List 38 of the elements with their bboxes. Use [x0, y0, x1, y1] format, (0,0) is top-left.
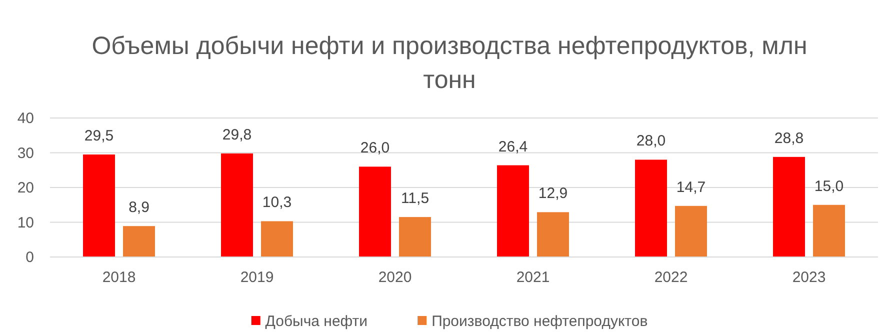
bar: [399, 217, 431, 257]
y-tick-label: 10: [17, 214, 34, 232]
bar: [83, 154, 115, 257]
y-tick-label: 30: [17, 144, 34, 162]
bar: [359, 166, 391, 257]
bar: [221, 153, 253, 257]
data-label: 29,8: [222, 126, 252, 144]
x-tick-label: 2022: [654, 269, 688, 286]
data-label: 26,4: [498, 138, 528, 156]
x-tick-label: 2019: [240, 269, 274, 286]
data-label: 15,0: [814, 178, 844, 195]
data-label: 14,7: [676, 178, 706, 196]
data-label: 28,0: [636, 132, 666, 150]
x-tick-label: 2020: [378, 269, 412, 286]
bar: [675, 206, 707, 257]
y-tick-label: 20: [17, 180, 34, 196]
x-tick-label: 2018: [102, 269, 136, 286]
legend-label: Производство нефтепродуктов: [432, 313, 648, 330]
data-label: 8,9: [128, 199, 150, 216]
x-tick-label: 2021: [516, 269, 550, 286]
bar: [635, 160, 667, 257]
x-tick-label: 2023: [792, 269, 826, 286]
data-label: 11,5: [400, 190, 430, 208]
bar: [261, 221, 293, 257]
legend-label: Добыча нефти: [265, 313, 368, 330]
chart-title: Объемы добычи нефти и производства нефтепродуктов, млн тонн: [92, 32, 808, 94]
data-label: 29,5: [84, 127, 114, 144]
bar: [537, 212, 569, 257]
bar: [123, 226, 155, 257]
y-tick-label: 40: [17, 110, 34, 127]
data-label: 28,8: [774, 130, 804, 147]
data-label: 12,9: [538, 185, 568, 202]
data-label: 26,0: [360, 140, 390, 157]
bar: [497, 165, 529, 257]
bar: [813, 204, 845, 257]
bar: [773, 156, 805, 257]
y-tick-label: 0: [26, 249, 34, 266]
data-label: 10,3: [262, 194, 292, 212]
